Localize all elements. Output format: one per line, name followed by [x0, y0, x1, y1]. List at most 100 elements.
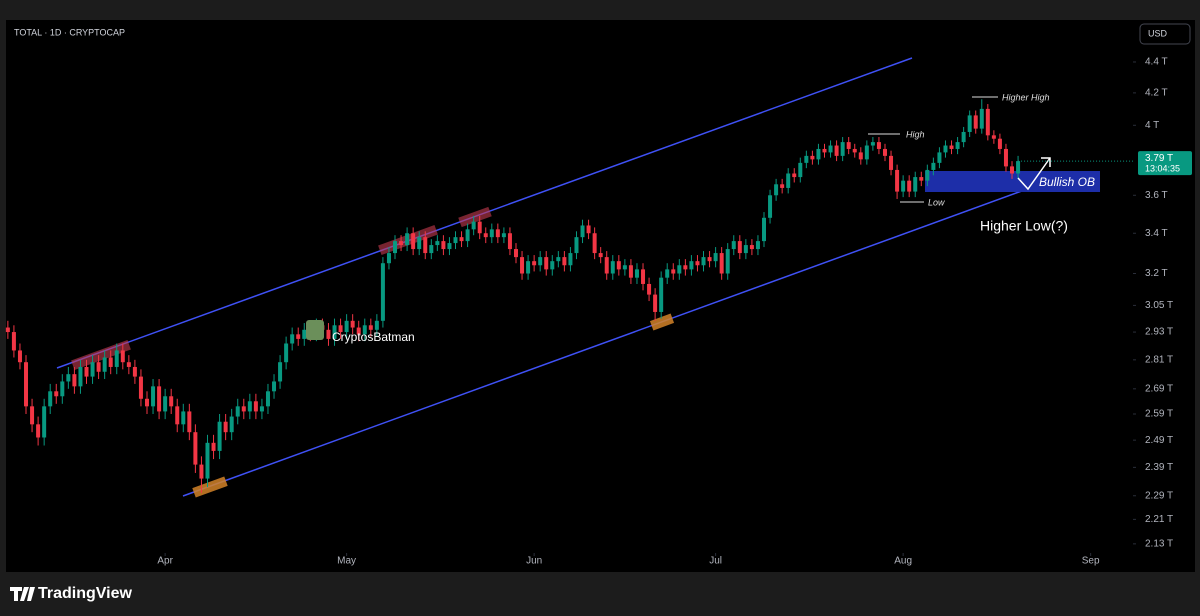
- candle-body: [120, 350, 125, 363]
- watermark: CryptosBatman: [332, 330, 415, 344]
- currency-button[interactable]: [1139, 23, 1191, 45]
- candle-body: [671, 269, 676, 274]
- candle-body: [719, 253, 724, 274]
- candle-body: [943, 145, 948, 153]
- currency[interactable]: USD: [1148, 28, 1168, 38]
- candle-body: [114, 350, 119, 367]
- candle-body: [653, 294, 658, 312]
- candle-body: [138, 376, 143, 399]
- watermark-icon: [306, 320, 324, 340]
- candle-body: [659, 277, 664, 312]
- candle-body: [665, 269, 670, 278]
- candle-body: [568, 253, 573, 266]
- candle-body: [538, 257, 543, 266]
- candle-body: [483, 233, 488, 238]
- candle-body: [217, 421, 222, 451]
- candle-body: [544, 257, 549, 270]
- candle-body: [755, 241, 760, 250]
- candle-body: [919, 177, 924, 181]
- candle-body: [54, 391, 59, 397]
- resistance-touch: [458, 206, 492, 228]
- plot-background: [6, 20, 1195, 572]
- candle-body: [556, 257, 561, 262]
- y-tick-label: 4.4 T: [1145, 57, 1168, 68]
- candle-body: [199, 464, 204, 479]
- candle-body: [72, 374, 77, 387]
- candle-body: [411, 233, 416, 250]
- candle-body: [272, 381, 277, 392]
- candle-body: [386, 253, 391, 264]
- candle-body: [931, 162, 936, 170]
- annotation: Low: [928, 197, 945, 207]
- candle-body: [737, 241, 742, 254]
- brand: TradingView: [38, 585, 133, 602]
- candle-body: [108, 357, 113, 367]
- candle-body: [749, 245, 754, 250]
- y-tick-label: 3.05 T: [1145, 300, 1173, 311]
- candle-body: [90, 362, 95, 377]
- y-tick-label: 2.39 T: [1145, 462, 1173, 473]
- candle-body: [265, 391, 270, 407]
- candle-body: [647, 283, 652, 295]
- candle-body: [562, 257, 567, 266]
- channel-lower: [182, 187, 1031, 497]
- candle-body: [169, 396, 174, 407]
- candle-body: [163, 396, 168, 412]
- bullish-ob-zone: [925, 171, 1100, 192]
- x-tick-label: May: [337, 556, 356, 567]
- candle-body: [828, 145, 833, 153]
- y-tick-label: 3.4 T: [1145, 228, 1168, 239]
- y-tick-label: 2.81 T: [1145, 354, 1173, 365]
- candle-body: [247, 401, 252, 412]
- candle-body: [580, 225, 585, 238]
- candle-body: [241, 406, 246, 412]
- y-tick-label: 2.59 T: [1145, 409, 1173, 420]
- candle-body: [792, 173, 797, 178]
- candle-body: [429, 245, 434, 254]
- candle-body: [84, 366, 89, 377]
- y-tick-label: 4.2 T: [1145, 88, 1168, 99]
- candle-body: [677, 265, 682, 274]
- candle-body: [701, 257, 706, 266]
- candle-body: [816, 148, 821, 160]
- candle-body: [132, 366, 137, 377]
- candle-body: [5, 327, 10, 333]
- candle-body: [598, 253, 603, 258]
- candle-body: [290, 334, 295, 344]
- candle-body: [96, 362, 101, 372]
- candle-body: [205, 442, 210, 479]
- candle-body: [507, 233, 512, 250]
- candle-body: [925, 169, 930, 181]
- candle-body: [465, 229, 470, 242]
- candle-body: [822, 148, 827, 153]
- candle-body: [175, 406, 180, 425]
- candle-body: [441, 241, 446, 250]
- x-tick-label: Jul: [709, 556, 722, 567]
- candle-body: [550, 261, 555, 270]
- support-touch: [649, 313, 675, 331]
- countdown: 13:04:35: [1145, 163, 1180, 173]
- candle-body: [362, 325, 367, 335]
- candle-body: [592, 233, 597, 254]
- candle-body: [641, 269, 646, 284]
- candle-body: [979, 108, 984, 129]
- candle-body: [326, 329, 331, 339]
- candle-body: [840, 142, 845, 156]
- candle-body: [731, 241, 736, 250]
- y-tick-label: 2.93 T: [1145, 327, 1173, 338]
- candle-body: [344, 320, 349, 333]
- candle-body: [628, 265, 633, 278]
- candle-body: [229, 416, 234, 433]
- candle-body: [1003, 148, 1008, 167]
- candle-body: [804, 155, 809, 163]
- y-tick-label: 3.6 T: [1145, 190, 1168, 201]
- candle-body: [689, 261, 694, 270]
- candle-body: [526, 261, 531, 274]
- y-tick-label: 2.69 T: [1145, 383, 1173, 394]
- candle-body: [780, 184, 785, 188]
- candle-body: [399, 241, 404, 246]
- candle-body: [187, 411, 192, 433]
- candle-body: [913, 177, 918, 192]
